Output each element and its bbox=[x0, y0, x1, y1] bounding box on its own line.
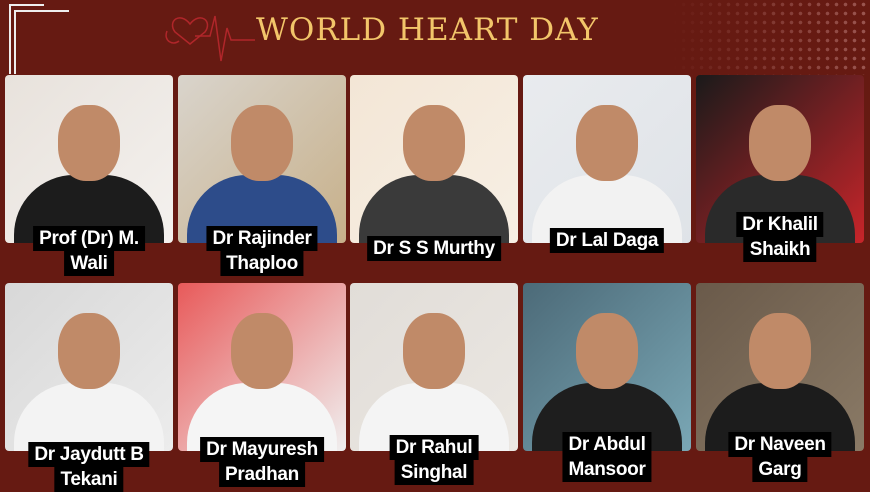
doctor-name-line: Pradhan bbox=[219, 462, 305, 487]
person-head bbox=[576, 313, 638, 389]
person-head bbox=[231, 105, 293, 181]
doctor-name-label: Dr Rajinder Thaploo bbox=[206, 226, 318, 276]
doctor-photo bbox=[523, 75, 691, 243]
doctor-name-label: Dr Khalil Shaikh bbox=[736, 212, 824, 262]
decorative-frame bbox=[9, 4, 44, 74]
doctor-name-line: Dr Mayuresh bbox=[200, 437, 324, 462]
doctor-name-line: Dr Rahul bbox=[389, 435, 479, 460]
doctor-name-line: Dr Rajinder bbox=[206, 226, 318, 251]
doctor-name-line: Dr Lal Daga bbox=[549, 228, 665, 253]
doctor-photo bbox=[696, 283, 864, 451]
doctor-photo bbox=[5, 75, 173, 243]
doctor-photo bbox=[523, 283, 691, 451]
doctor-name-line: Shaikh bbox=[743, 237, 817, 262]
doctor-name-label: Dr Naveen Garg bbox=[728, 432, 832, 482]
person-head bbox=[58, 105, 120, 181]
doctor-name-label: Dr Rahul Singhal bbox=[389, 435, 479, 485]
person-body bbox=[359, 175, 509, 243]
doctor-photo bbox=[5, 283, 173, 451]
doctor-name-line: Thaploo bbox=[220, 251, 304, 276]
doctor-name-line: Dr Naveen bbox=[728, 432, 832, 457]
doctor-name-label: Dr Mayuresh Pradhan bbox=[200, 437, 324, 487]
person-head bbox=[576, 105, 638, 181]
doctor-name-line: Dr Abdul bbox=[562, 432, 652, 457]
doctor-name-line: Prof (Dr) M. bbox=[33, 226, 145, 251]
doctor-name-line: Tekani bbox=[54, 467, 124, 492]
doctor-photo bbox=[350, 75, 518, 243]
halftone-dots bbox=[670, 0, 870, 75]
person-head bbox=[58, 313, 120, 389]
person-head bbox=[403, 313, 465, 389]
page-title: WORLD HEART DAY bbox=[256, 12, 599, 48]
doctor-name-line: Dr Khalil bbox=[736, 212, 824, 237]
person-body bbox=[14, 383, 164, 451]
doctor-name-line: Garg bbox=[752, 457, 808, 482]
doctor-photo bbox=[696, 75, 864, 243]
doctor-name-line: Wali bbox=[64, 251, 114, 276]
decorative-frame bbox=[14, 10, 69, 74]
doctor-name-label: Dr Jaydutt B Tekani bbox=[28, 442, 150, 492]
doctor-name-line: Dr S S Murthy bbox=[367, 236, 501, 261]
doctor-name-label: Dr Lal Daga bbox=[549, 228, 665, 253]
person-head bbox=[231, 313, 293, 389]
doctor-photo bbox=[178, 283, 346, 451]
doctor-name-label: Dr Abdul Mansoor bbox=[562, 432, 652, 482]
doctor-name-line: Singhal bbox=[394, 460, 474, 485]
doctor-name-label: Prof (Dr) M. Wali bbox=[33, 226, 145, 276]
person-head bbox=[403, 105, 465, 181]
person-head bbox=[749, 313, 811, 389]
doctor-photo bbox=[350, 283, 518, 451]
doctor-name-line: Dr Jaydutt B bbox=[28, 442, 150, 467]
doctor-name-label: Dr S S Murthy bbox=[367, 236, 501, 261]
doctor-name-line: Mansoor bbox=[562, 457, 652, 482]
person-head bbox=[749, 105, 811, 181]
heart-pulse-icon bbox=[165, 15, 255, 62]
doctor-photo bbox=[178, 75, 346, 243]
